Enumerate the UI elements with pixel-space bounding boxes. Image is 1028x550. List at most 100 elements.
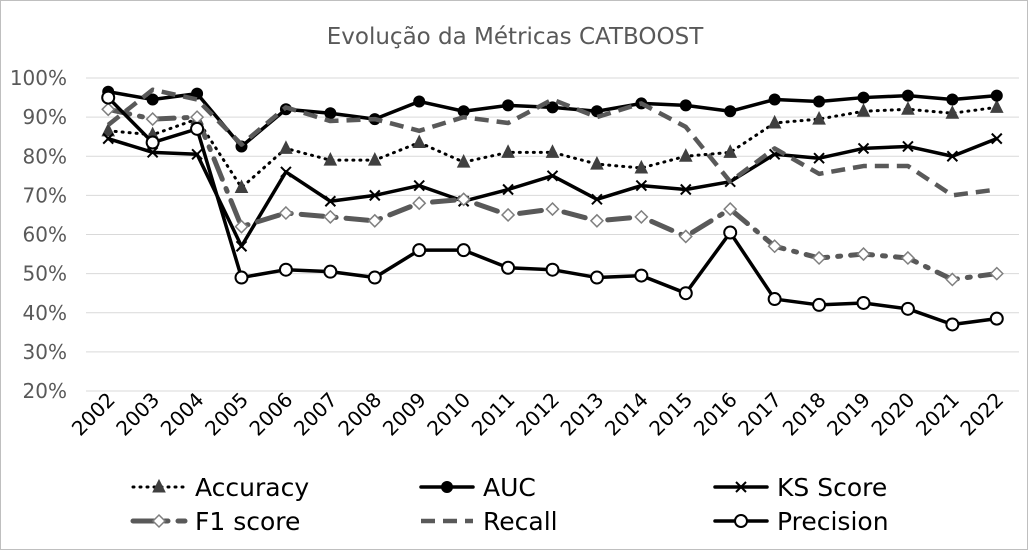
gridlines: [86, 77, 1019, 392]
data-point-marker: [502, 99, 515, 112]
series-group: [101, 85, 1004, 332]
data-point-marker: [369, 189, 381, 202]
data-point-marker: [324, 195, 337, 207]
data-point-marker: [857, 91, 870, 104]
series-precision: [101, 90, 1004, 332]
data-point-marker: [813, 95, 826, 108]
data-point-marker: [101, 90, 116, 105]
data-point-marker: [323, 264, 338, 279]
legend-item: KS Score: [713, 473, 887, 502]
data-point-marker: [145, 135, 160, 150]
data-point-marker: [856, 295, 871, 310]
data-point-marker: [367, 213, 382, 228]
data-point-marker: [278, 205, 293, 221]
y-axis-ticks: 100% 90% 80% 70% 60% 50% 40% 30% 20%: [10, 66, 67, 403]
data-point-marker: [235, 240, 248, 252]
data-point-marker: [945, 105, 960, 119]
data-point-marker: [635, 179, 648, 192]
y-tick-label: 50%: [23, 262, 67, 286]
x-tick-label: 2003: [111, 388, 164, 441]
data-point-marker: [589, 270, 604, 285]
legend-item: Recall: [421, 507, 558, 536]
x-tick-label: 2015: [644, 388, 697, 441]
x-tick-label: 2013: [555, 388, 608, 441]
x-tick-label: 2020: [866, 388, 919, 441]
x-tick-label: 2018: [778, 388, 831, 441]
data-point-marker: [234, 219, 249, 234]
data-point-marker: [734, 514, 748, 528]
data-point-marker: [813, 152, 825, 164]
data-point-marker: [679, 99, 692, 112]
data-point-marker: [680, 183, 692, 196]
data-point-marker: [767, 292, 782, 307]
data-point-marker: [945, 317, 960, 332]
data-point-marker: [191, 148, 203, 161]
data-point-marker: [191, 87, 204, 100]
y-tick-label: 30%: [23, 340, 67, 364]
y-tick-label: 60%: [23, 223, 67, 247]
legend-label: Accuracy: [195, 473, 309, 502]
data-point-marker: [678, 148, 693, 162]
data-point-marker: [412, 134, 427, 149]
legend-label: Precision: [777, 507, 889, 536]
x-tick-label: 2021: [911, 388, 964, 441]
legend: Accuracy AUC KS Score F1 score Recall Precisi…: [130, 473, 889, 536]
data-point-marker: [501, 260, 516, 275]
data-point-marker: [151, 513, 167, 529]
data-point-marker: [234, 179, 249, 194]
x-tick-label: 2004: [156, 388, 209, 441]
chart-title: Evolução da Métricas CATBOOST: [327, 24, 704, 50]
x-tick-label: 2019: [822, 388, 875, 441]
data-point-marker: [323, 152, 338, 166]
data-point-marker: [946, 93, 959, 106]
data-point-marker: [767, 239, 782, 254]
data-point-marker: [546, 101, 559, 114]
x-tick-label: 2012: [511, 388, 564, 441]
data-point-marker: [989, 311, 1004, 326]
series-recall: [106, 87, 998, 198]
series-line: [106, 105, 999, 190]
data-point-marker: [900, 250, 915, 266]
x-tick-label: 2005: [200, 388, 253, 441]
y-tick-label: 100%: [10, 66, 67, 90]
data-point-marker: [323, 209, 338, 224]
data-point-marker: [545, 144, 560, 158]
data-point-marker: [145, 112, 160, 127]
data-point-marker: [989, 99, 1004, 113]
data-point-marker: [945, 272, 960, 287]
data-point-marker: [102, 132, 114, 145]
data-point-marker: [634, 209, 649, 224]
data-point-marker: [678, 229, 693, 244]
data-point-marker: [590, 155, 604, 170]
y-tick-label: 90%: [23, 105, 67, 129]
data-point-marker: [723, 225, 738, 240]
data-point-marker: [678, 286, 693, 301]
legend-item: Accuracy: [131, 473, 309, 502]
data-point-marker: [413, 179, 425, 192]
data-point-marker: [723, 144, 738, 158]
data-point-marker: [990, 89, 1003, 102]
data-point-marker: [456, 154, 471, 168]
data-point-marker: [280, 166, 292, 178]
x-tick-label: 2007: [289, 388, 342, 441]
x-tick-label: 2017: [733, 388, 786, 441]
x-tick-label: 2006: [244, 388, 297, 441]
data-point-marker: [441, 481, 453, 493]
data-point-marker: [234, 270, 249, 285]
data-point-marker: [412, 196, 427, 211]
legend-label: KS Score: [777, 473, 887, 502]
data-point-marker: [278, 262, 293, 277]
data-point-marker: [767, 114, 782, 129]
x-tick-label: 2011: [467, 388, 520, 441]
data-point-marker: [735, 481, 747, 493]
data-point-marker: [991, 132, 1003, 145]
y-tick-label: 40%: [23, 301, 67, 325]
legend-label: Recall: [483, 507, 558, 536]
x-tick-label: 2008: [333, 388, 386, 441]
y-tick-label: 80%: [23, 144, 67, 168]
data-point-marker: [901, 101, 915, 115]
legend-label: AUC: [483, 473, 536, 502]
data-point-marker: [900, 301, 915, 316]
